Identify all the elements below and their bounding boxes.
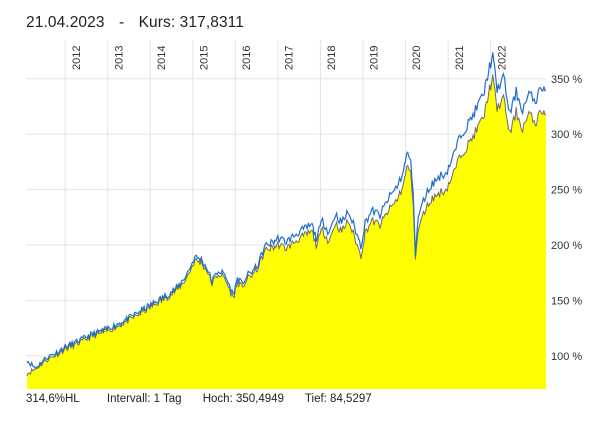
x-tick-label: 2017 [284,46,296,70]
low-value: Tief: 84,5297 [304,393,372,405]
x-tick-label: 2014 [156,46,168,70]
x-tick-label: 2012 [71,46,83,70]
y-tick-label: 350 % [551,74,582,86]
x-tick-label: 2019 [369,46,381,70]
series-line-kurs [26,74,547,377]
chart-date: 21.04.2023 [26,14,105,31]
chart-header: 21.04.2023- Kurs: 317,8311 [26,14,244,32]
x-tick-label: 2020 [411,46,423,70]
x-tick-label: 2021 [454,46,466,70]
chart-price: Kurs: 317,8311 [138,14,244,31]
chart-footer: 314,6%HL Intervall: 1 Tag Hoch: 350,4949… [26,393,390,405]
y-tick-label: 100 % [551,351,582,363]
x-tick-label: 2016 [241,46,253,70]
header-separator: - [118,14,125,31]
high-value: Hoch: 350,4949 [202,393,284,405]
series-line-vergleich [26,52,547,369]
x-tick-label: 2018 [326,46,338,70]
y-tick-label: 250 % [551,185,582,197]
x-tick-label: 2015 [198,46,210,70]
x-tick-label: 2013 [113,46,125,70]
y-tick-label: 300 % [551,129,582,141]
x-tick-label: 2022 [496,46,508,70]
y-tick-label: 200 % [551,240,582,252]
y-tick-label: 150 % [551,295,582,307]
series-area-kurs [26,74,546,389]
interval-label[interactable]: Intervall: 1 Tag [106,393,182,405]
summary-value: 314,6%HL [26,393,80,405]
